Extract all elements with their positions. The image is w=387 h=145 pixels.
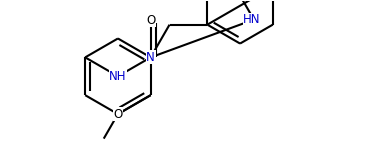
Text: HN: HN — [243, 13, 261, 26]
Text: N: N — [146, 51, 155, 64]
Text: O: O — [113, 108, 123, 121]
Text: NH: NH — [109, 70, 127, 83]
Text: O: O — [146, 14, 155, 27]
